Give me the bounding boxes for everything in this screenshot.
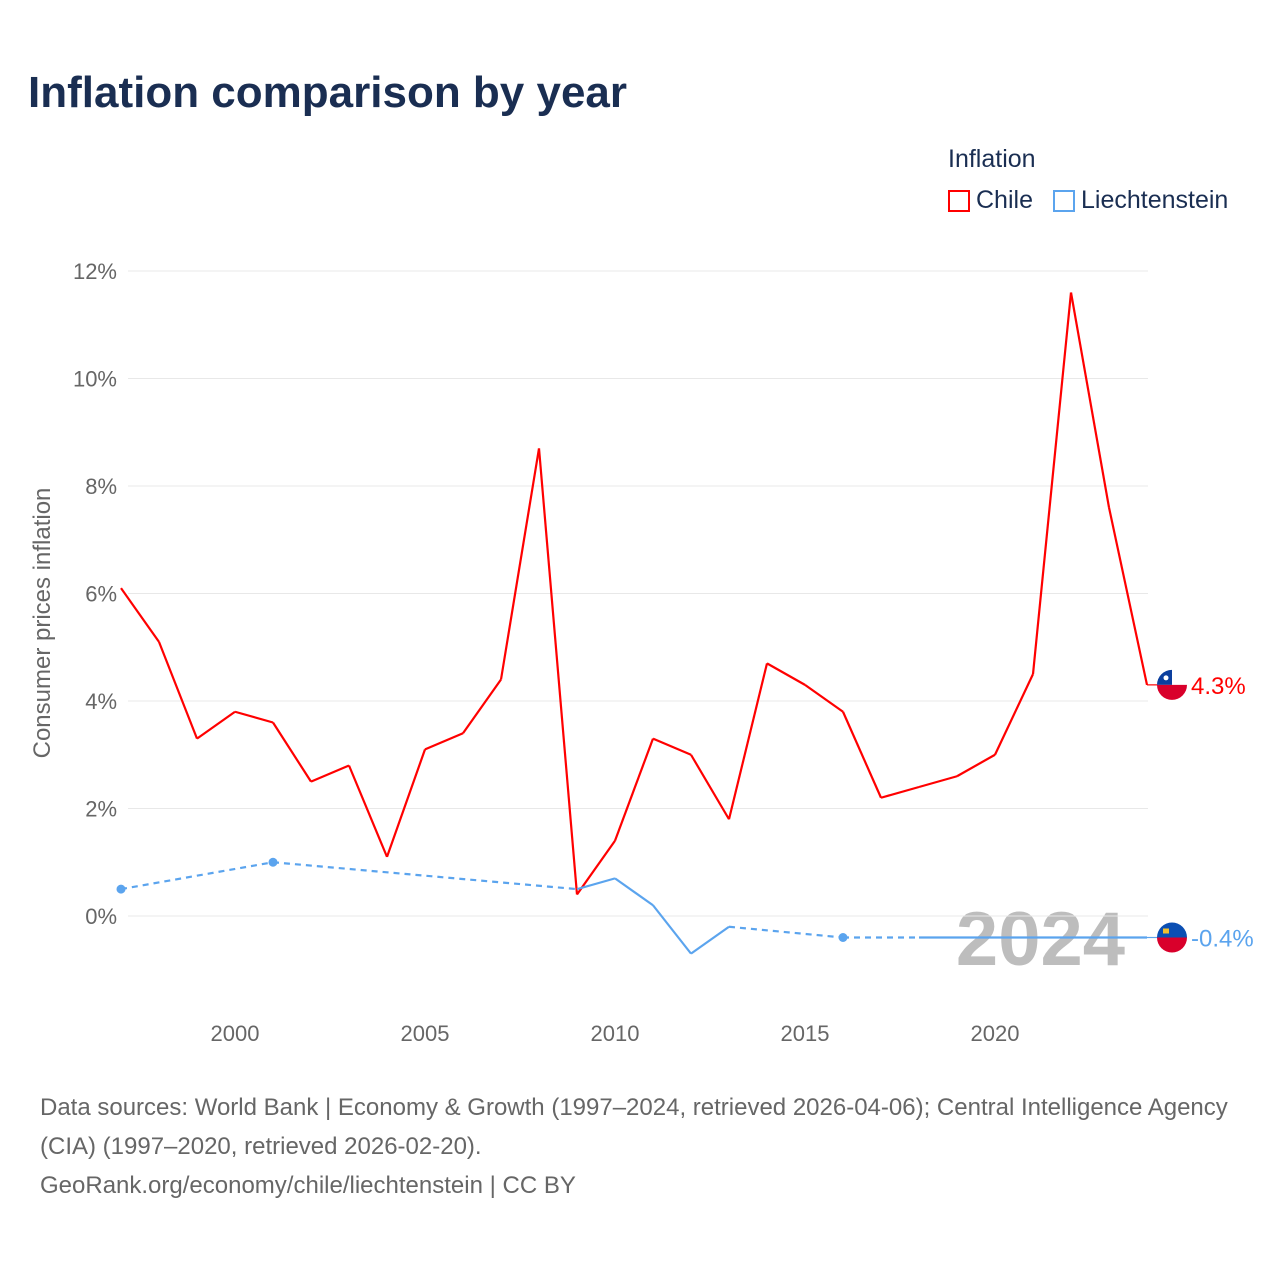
series-segment-chile xyxy=(310,764,350,783)
series-segment-chile xyxy=(462,678,502,734)
series-segment-liechtenstein xyxy=(120,861,274,891)
series-segment-chile xyxy=(196,710,236,740)
series-segment-chile xyxy=(918,775,958,789)
series-segment-chile xyxy=(537,448,579,895)
data-point xyxy=(116,884,126,894)
watermark-year: 2024 xyxy=(956,897,1125,982)
data-point xyxy=(838,933,848,942)
series-segment-chile xyxy=(804,683,844,713)
legend-item-liechtenstein[interactable]: Liechtenstein xyxy=(1052,186,1229,215)
series-segment-chile xyxy=(841,711,883,799)
series-segment-chile xyxy=(1107,507,1149,686)
series-segment-liechtenstein xyxy=(652,904,692,955)
series-segment-chile xyxy=(690,754,730,820)
flag-bottom xyxy=(1157,937,1187,953)
series-segment-chile xyxy=(157,641,199,740)
x-tick-label: 2020 xyxy=(971,1021,1020,1046)
series-segment-liechtenstein xyxy=(272,861,578,891)
y-tick-label: 0% xyxy=(85,904,117,929)
series-segment-chile xyxy=(880,785,920,799)
end-value-label: 4.3% xyxy=(1191,673,1246,700)
chart-title: Inflation comparison by year xyxy=(28,68,628,117)
y-tick-label: 2% xyxy=(85,797,117,822)
y-axis-label: Consumer prices inflation xyxy=(29,488,56,759)
series-segment-chile xyxy=(1031,292,1073,675)
legend-label: Chile xyxy=(976,186,1033,214)
flag-crown xyxy=(1163,928,1169,934)
series-segment-chile xyxy=(994,673,1034,756)
series-segment-liechtenstein xyxy=(728,925,844,939)
chile-flag-icon xyxy=(1157,669,1187,700)
legend-title: Inflation xyxy=(948,145,1036,173)
liechtenstein-flag-icon xyxy=(1157,922,1187,953)
y-tick-label: 12% xyxy=(73,259,117,284)
series-segment-chile xyxy=(234,710,274,724)
series-segment-chile xyxy=(1069,292,1111,508)
y-tick-label: 8% xyxy=(85,474,117,499)
series-segment-chile xyxy=(727,663,769,820)
x-tick-label: 2015 xyxy=(781,1021,830,1046)
flag-star xyxy=(1163,675,1169,681)
series-segment-chile xyxy=(272,721,312,783)
y-tick-label: 6% xyxy=(85,582,117,607)
series-segment-chile xyxy=(766,662,806,686)
flag-top xyxy=(1157,922,1187,938)
source-link[interactable]: GeoRank.org/economy/chile/liechtenstein … xyxy=(40,1172,576,1199)
series-segment-chile xyxy=(424,732,464,751)
data-source: Data sources: World Bank | Economy & Gro… xyxy=(40,1088,1250,1205)
series-segment-chile xyxy=(956,753,996,778)
series-segment-chile xyxy=(613,738,655,842)
series-segment-chile xyxy=(120,587,160,643)
series-segment-chile xyxy=(499,448,541,680)
y-tick-label: 10% xyxy=(73,367,117,392)
series-segment-liechtenstein xyxy=(690,925,730,955)
flag-bottom xyxy=(1157,684,1187,700)
x-tick-label: 2010 xyxy=(591,1021,640,1046)
end-value-label: -0.4% xyxy=(1191,926,1254,953)
series-segment-chile xyxy=(576,840,616,896)
x-tick-label: 2000 xyxy=(211,1021,260,1046)
legend-swatch-chile xyxy=(948,189,970,212)
source-text: Data sources: World Bank | Economy & Gro… xyxy=(40,1094,1228,1160)
series-segment-liechtenstein xyxy=(576,877,616,891)
series-segment-chile xyxy=(385,749,427,858)
legend-label: Liechtenstein xyxy=(1080,186,1229,214)
legend: Chile Liechtenstein xyxy=(948,186,1228,215)
series-segment-chile xyxy=(347,765,389,858)
y-tick-label: 4% xyxy=(85,689,117,714)
series-segment-liechtenstein xyxy=(614,877,654,907)
data-point xyxy=(268,857,278,867)
series-segment-chile xyxy=(652,737,692,756)
legend-item-chile[interactable]: Chile xyxy=(948,186,1033,215)
legend-swatch-liechtenstein xyxy=(1052,189,1075,212)
x-tick-label: 2005 xyxy=(401,1021,450,1046)
